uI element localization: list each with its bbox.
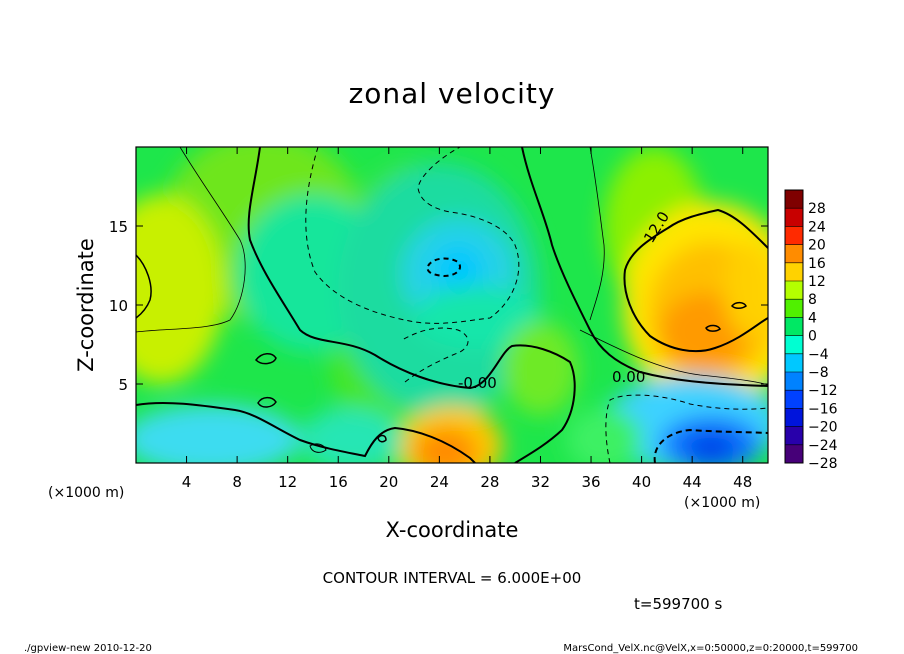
colorbar-segment [785,426,803,446]
heatmap-blob [414,286,541,350]
colorbar-label: 28 [808,201,826,217]
colorbar-segment [785,390,803,409]
colorbar-segment [785,408,803,428]
contour-neg-six-center [305,147,520,324]
y-tick-label: 5 [118,376,128,394]
footer-source: MarsCond_VelX.nc@VelX,x=0:50000,z=0:2000… [563,643,858,654]
heatmap-blob [565,407,642,463]
colorbar-segment [785,244,803,264]
colorbar-segment [785,208,803,227]
contour-six-thin-1 [136,147,246,333]
colorbar-segment [785,226,803,246]
x-tick-label: 48 [733,473,752,491]
contour-twelve-right [623,208,768,353]
y-tick-label: 15 [109,218,128,236]
heatmap-regions [136,147,768,463]
contour-small-loop-1 [255,353,277,365]
contour-zero-right [521,147,768,387]
heatmap-blob [136,194,225,384]
colorbar-label: 4 [808,310,817,326]
colorbar-label: 16 [808,256,826,272]
x-tick-label: 4 [182,473,192,491]
colorbar-label: 8 [808,292,817,308]
contour-small-loop-4 [257,396,277,408]
contour-six-thin-2 [589,147,605,321]
colorbar-segment [785,281,803,300]
contour-neg-twelve-center [426,257,462,278]
contour-small-loop-6 [309,443,327,453]
footer-program: ./gpview-new 2010-12-20 [24,643,152,654]
colorbar-label: −4 [808,347,829,363]
heatmap-blob [502,320,579,416]
x-tick-label: 16 [329,473,348,491]
colorbar-segment [785,353,803,373]
x-axis-label: X-coordinate [386,518,519,542]
x-tick-label: 32 [531,473,550,491]
contour-neg-six-loop [401,327,469,383]
contour-small-loop-2 [705,324,721,332]
colorbar-segment [785,317,803,337]
contour-lines [136,147,768,463]
colorbar-label: 20 [808,238,826,254]
heatmap-blob [685,432,737,462]
colorbar-segment [785,299,803,318]
colorbar-label: 24 [808,219,826,235]
colorbar-label: −16 [808,401,838,417]
y-tick-label: 10 [109,297,128,315]
x-tick-label: 24 [430,473,449,491]
colorbar-label: −24 [808,438,838,454]
colorbar-segment [785,262,803,282]
x-tick-label: 28 [480,473,499,491]
colorbar: 28 24 20 16 12 8 4 0 −4 −8 −12 −16 −20 −24 −28 [784,189,838,472]
x-tick-label: 44 [683,473,702,491]
chart-title: zonal velocity [349,77,556,110]
contour-twelve-left [136,254,152,319]
x-tick-label: 8 [232,473,242,491]
time-stamp: t=599700 s [634,595,722,613]
colorbar-label: 12 [808,274,826,290]
colorbar-label: −28 [808,456,838,472]
x-tick-label: 40 [632,473,651,491]
colorbar-segment [785,335,803,355]
x-tick-label: 20 [379,473,398,491]
contour-small-loop-5 [377,434,387,443]
x-tick-label: 36 [581,473,600,491]
contour-zero-bottom [136,401,476,463]
colorbar-label: 0 [808,329,817,345]
colorbar-segment [785,444,803,464]
heatmap-blob [136,404,301,463]
heatmap-blob [723,241,768,337]
contour-interval-text: CONTOUR INTERVAL = 6.000E+00 [323,569,582,587]
contour-six-thin-3 [579,329,768,386]
x-axis-ticks: 4 8 12 16 20 24 28 32 36 40 44 48 [182,147,752,491]
colorbar-segment [785,190,803,209]
colorbar-label: −12 [808,383,838,399]
x-tick-label: 12 [278,473,297,491]
contour-label-zero-center: -0.00 [458,374,497,392]
colorbar-label: −20 [808,420,838,436]
y-axis-ticks: 5 10 15 [109,218,768,394]
heatmap-blob [433,244,484,293]
contour-zero-left [247,147,576,463]
x-axis-unit: (×1000 m) [684,495,760,511]
heatmap-field [136,147,768,463]
colorbar-segment [785,372,803,391]
contour-small-loop-3 [730,301,747,309]
contour-label-zero-right: 0.00 [612,368,645,386]
colorbar-label: −8 [808,365,829,381]
y-axis-label: Z-coordinate [74,238,98,372]
heatmap-blob [414,428,478,463]
contour-neg-eighteen-bottom-right [653,428,768,463]
y-axis-unit: (×1000 m) [48,485,124,501]
